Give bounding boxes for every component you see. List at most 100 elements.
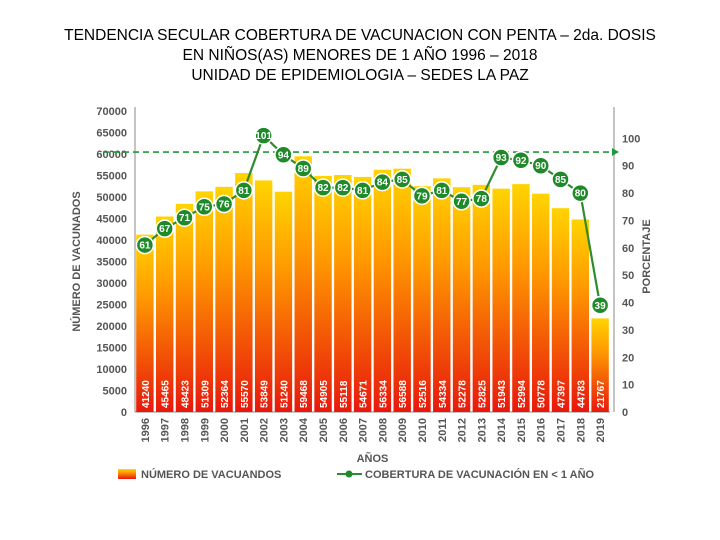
- y-tick-label-right: 90: [622, 161, 634, 173]
- coverage-marker: [234, 181, 254, 200]
- bar-value-label: 52825: [477, 380, 488, 408]
- legend-swatch-bars: [118, 469, 136, 479]
- y-tick-label-right: 10: [622, 380, 634, 392]
- bar: [492, 188, 510, 412]
- bar: [393, 168, 411, 412]
- x-tick-label: 2011: [437, 418, 449, 442]
- coverage-value-label: 81: [436, 186, 448, 197]
- coverage-marker: [135, 235, 155, 255]
- y-tick-label-left: 15000: [96, 343, 127, 355]
- y-tick-label-left: 60000: [96, 149, 127, 161]
- title-line-1: TENDENCIA SECULAR COBERTURA DE VACUNACIO…: [64, 27, 656, 44]
- bar-value-label: 52278: [458, 380, 469, 408]
- bar: [215, 186, 233, 412]
- y-tick-label-left: 30000: [96, 278, 127, 290]
- coverage-marker: [353, 181, 372, 200]
- coverage-marker: [254, 126, 273, 145]
- x-tick-label: 2019: [595, 418, 607, 442]
- coverage-value-label: 89: [298, 164, 310, 175]
- bars-layer: 41240 45465 48423 51309 52364 55570 53849 51240…: [136, 156, 609, 412]
- legend-layer: NÚMERO DE VACUANDOS COBERTURA DE VACUNACI…: [118, 468, 595, 481]
- coverage-value-label: 81: [357, 186, 369, 197]
- x-tick-label: 2012: [457, 418, 469, 442]
- coverage-value-label: 92: [515, 156, 527, 167]
- coverage-value-label: 94: [278, 150, 290, 161]
- bar: [433, 178, 451, 412]
- y-axis-title-right: PORCENTAJE: [641, 219, 653, 293]
- y-tick-label-left: 55000: [96, 171, 127, 183]
- bar-value-label: 54334: [438, 380, 449, 408]
- y-tick-label-left: 20000: [96, 321, 127, 333]
- x-tick-label: 1997: [160, 418, 172, 442]
- y-tick-label-left: 10000: [96, 364, 127, 376]
- bar: [413, 186, 431, 412]
- bar-value-label: 56588: [398, 380, 409, 408]
- coverage-marker: [571, 183, 590, 203]
- bar: [274, 191, 293, 412]
- bar-value-label: 48423: [180, 380, 191, 408]
- bar: [155, 216, 174, 412]
- coverage-marker: [392, 170, 412, 189]
- bar-value-label: 59468: [299, 380, 310, 408]
- x-tick-label: 1998: [179, 418, 191, 442]
- coverage-marker: [175, 208, 194, 227]
- bar-value-label: 44783: [576, 380, 587, 408]
- legend-label-line: COBERTURA DE VACUNACIÓN EN < 1 AÑO: [365, 468, 595, 481]
- bar: [512, 184, 530, 412]
- bar: [314, 175, 332, 412]
- x-tick-label: 2015: [516, 418, 528, 442]
- x-tick-label: 2001: [239, 418, 251, 442]
- bar-value-label: 53849: [260, 380, 271, 408]
- coverage-value-label: 85: [555, 175, 567, 186]
- x-tick-label: 2007: [358, 418, 370, 442]
- coverage-marker: [333, 178, 353, 197]
- coverage-value-label: 85: [397, 175, 409, 186]
- bar: [334, 174, 352, 412]
- y-tick-label-right: 100: [622, 133, 640, 145]
- bar-value-label: 55118: [339, 380, 350, 408]
- bar: [532, 193, 550, 412]
- coverage-value-label: 75: [199, 202, 211, 213]
- bar-value-label: 56334: [378, 380, 389, 408]
- bar: [254, 180, 273, 412]
- x-tick-label: 2002: [259, 418, 271, 442]
- y-tick-label-left: 45000: [96, 214, 127, 226]
- coverage-value-label: 93: [496, 153, 508, 164]
- coverage-marker: [274, 145, 293, 165]
- x-tick-label: 2013: [476, 418, 488, 442]
- coverage-marker: [313, 178, 333, 197]
- coverage-marker: [491, 148, 511, 167]
- x-tick-label: 2000: [219, 418, 231, 442]
- bar-value-label: 52364: [220, 380, 231, 408]
- coverage-marker: [373, 172, 392, 192]
- coverage-marker: [531, 156, 550, 175]
- x-tick-label: 2014: [496, 417, 508, 442]
- coverage-value-label: 39: [595, 301, 607, 312]
- axes-layer: 0500010000150002000025000300003500040000…: [70, 106, 653, 465]
- coverage-line: [144, 133, 602, 306]
- reference-line-arrow: [612, 148, 619, 157]
- coverage-marker: [432, 181, 452, 200]
- coverage-value-label: 71: [179, 213, 191, 224]
- coverage-value-label: 77: [456, 197, 468, 208]
- x-tick-label: 2010: [417, 418, 429, 442]
- coverage-marker: [472, 189, 491, 208]
- x-tick-label: 2003: [278, 418, 290, 442]
- bar: [452, 187, 471, 412]
- y-tick-label-right: 80: [622, 188, 634, 200]
- legend-swatch-marker: [345, 470, 353, 478]
- coverage-marker: [195, 197, 214, 217]
- bar: [175, 203, 194, 412]
- y-tick-label-right: 20: [622, 352, 634, 364]
- coverage-marker: [293, 159, 313, 178]
- bar: [551, 208, 570, 412]
- bar-value-label: 41240: [141, 380, 152, 408]
- bar-value-label: 47397: [557, 380, 568, 408]
- coverage-value-label: 78: [476, 194, 488, 205]
- coverage-marker: [452, 192, 471, 211]
- y-tick-label-right: 40: [622, 298, 634, 310]
- y-tick-label-right: 30: [622, 325, 634, 337]
- x-tick-label: 2008: [377, 418, 389, 442]
- coverage-value-label: 61: [139, 241, 151, 252]
- coverage-value-label: 101: [255, 131, 272, 142]
